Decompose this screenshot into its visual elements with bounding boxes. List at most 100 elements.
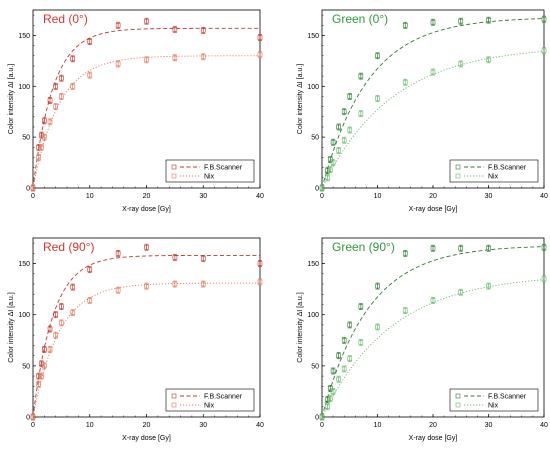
legend-box — [449, 388, 539, 412]
data-point — [53, 104, 59, 109]
x-tick-label: 30 — [485, 422, 493, 429]
data-point — [375, 324, 380, 330]
y-tick-label: 50 — [22, 135, 30, 142]
x-axis-label: X-ray dose [Gy] — [409, 206, 458, 213]
legend-box — [165, 159, 255, 183]
y-tick-label: 150 — [18, 33, 30, 40]
data-point — [36, 381, 41, 387]
x-tick-label: 10 — [86, 193, 94, 200]
data-point — [172, 55, 178, 61]
series-1 — [319, 15, 547, 192]
y-axis-label: Color intensity ΔI [a.u.] — [8, 292, 15, 362]
data-point — [200, 256, 206, 261]
y-tick-label: 50 — [311, 363, 319, 370]
data-point — [200, 281, 206, 287]
data-point — [87, 72, 93, 78]
legend: F.B.Scanner Nix — [449, 388, 539, 412]
data-point — [30, 185, 36, 191]
data-point — [541, 16, 547, 22]
chart-panel-1: 0 10 20 30 40 0 50 100 150 X-ray dose [Gy] Color i… — [8, 9, 264, 213]
data-point — [430, 69, 436, 75]
data-point — [200, 54, 206, 60]
data-point — [336, 148, 341, 153]
data-point — [115, 287, 121, 293]
y-axis-label: Color intensity ΔI [a.u.] — [8, 64, 15, 134]
data-point — [39, 145, 44, 150]
data-point — [325, 175, 330, 181]
legend-marker — [455, 164, 461, 170]
x-tick-label: 10 — [374, 193, 382, 200]
data-point — [70, 284, 76, 290]
legend-marker — [171, 402, 177, 408]
x-tick-label: 20 — [143, 193, 151, 200]
data-point — [358, 340, 364, 345]
legend-marker — [455, 393, 461, 399]
data-point — [358, 111, 364, 117]
data-point — [341, 366, 347, 372]
data-point — [330, 389, 336, 394]
chart-panel-4: 0 10 20 30 40 0 50 100 150 X-ray dose [Gy] Color i… — [297, 237, 548, 442]
y-tick-label: 0 — [26, 186, 30, 193]
data-point — [36, 373, 41, 379]
fit-line — [321, 18, 545, 189]
legend-label: Nix — [204, 174, 215, 181]
legend-label: Nix — [204, 403, 215, 410]
data-point — [328, 396, 333, 401]
data-point — [42, 347, 47, 352]
data-point — [541, 48, 547, 53]
data-point — [375, 53, 380, 59]
x-tick-label: 30 — [199, 422, 207, 429]
data-point — [42, 118, 47, 124]
chart-title: Red (0°) — [43, 12, 88, 26]
y-tick-label: 50 — [311, 135, 319, 142]
data-point — [30, 414, 36, 420]
x-tick-label: 0 — [320, 422, 324, 429]
y-tick-label: 100 — [18, 312, 30, 319]
legend-marker — [455, 173, 461, 179]
x-tick-label: 0 — [31, 422, 35, 429]
y-axis-label: Color intensity ΔI [a.u.] — [297, 64, 304, 134]
data-point — [330, 368, 336, 374]
data-point — [341, 137, 347, 143]
series-2 — [30, 51, 263, 192]
x-tick-label: 40 — [256, 193, 264, 200]
data-point — [172, 281, 178, 287]
data-point — [358, 73, 364, 79]
data-point — [458, 289, 464, 295]
data-point — [319, 414, 325, 420]
data-point — [39, 373, 44, 379]
x-axis-label: X-ray dose [Gy] — [122, 206, 171, 213]
x-tick-label: 30 — [199, 193, 207, 200]
x-tick-label: 40 — [540, 422, 548, 429]
legend-label: Nix — [488, 403, 499, 410]
legend-marker — [455, 402, 461, 408]
x-tick-label: 40 — [540, 193, 548, 200]
x-axis-label: X-ray dose [Gy] — [122, 435, 171, 442]
series-2 — [319, 47, 547, 192]
data-point — [47, 119, 53, 125]
chart-panel-2: 0 10 20 30 40 0 50 100 150 X-ray dose [Gy] Color i… — [297, 9, 548, 213]
data-point — [36, 155, 41, 160]
data-point — [330, 160, 336, 165]
fit-line — [321, 246, 545, 418]
data-point — [486, 283, 491, 289]
legend-label: Nix — [488, 174, 499, 181]
chart-title: Green (0°) — [332, 12, 388, 26]
legend-label: F.B.Scanner — [488, 165, 527, 172]
data-point — [70, 56, 76, 62]
data-point — [319, 185, 325, 191]
data-point — [430, 245, 436, 251]
data-point — [172, 255, 178, 260]
data-point — [375, 283, 380, 289]
legend-label: F.B.Scanner — [204, 165, 243, 172]
y-axis-label: Color intensity ΔI [a.u.] — [297, 292, 304, 362]
data-point — [486, 245, 491, 251]
data-point — [70, 83, 76, 89]
data-point — [87, 39, 93, 44]
x-tick-label: 0 — [320, 193, 324, 200]
data-point — [115, 22, 121, 28]
data-point — [430, 298, 436, 303]
x-tick-label: 10 — [374, 422, 382, 429]
fit-line — [32, 282, 260, 418]
